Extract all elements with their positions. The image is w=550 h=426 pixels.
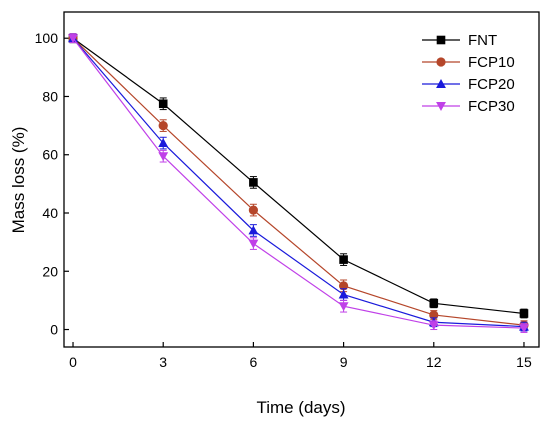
data-point: [428, 321, 439, 331]
y-tick-label: 80: [42, 88, 58, 104]
x-tick-label: 6: [250, 354, 258, 370]
data-point: [519, 324, 529, 334]
axes: 0 3 6 9 12 15 0 20 40 60 80 100: [35, 30, 532, 370]
legend-marker: [436, 35, 446, 45]
data-point: [519, 309, 529, 318]
legend-marker: [436, 102, 446, 111]
y-tick-label: 0: [50, 322, 58, 338]
data-point: [248, 205, 258, 215]
data-point: [158, 121, 168, 131]
legend-label: FCP10: [468, 54, 515, 71]
data-point: [158, 99, 168, 109]
series-line: [72, 37, 525, 315]
data-point: [158, 152, 169, 162]
series-line: [72, 37, 524, 328]
data-point: [339, 255, 348, 264]
legend-label: FNT: [468, 32, 497, 49]
series-fcp30: [68, 33, 529, 334]
data-point: [158, 138, 169, 148]
x-tick-label: 3: [159, 354, 167, 370]
legend-label: FCP20: [468, 76, 515, 93]
legend-item-fcp10: FCP10: [422, 54, 515, 71]
data-point: [338, 302, 349, 312]
y-tick-label: 20: [42, 263, 58, 279]
legend-label: FCP30: [468, 98, 515, 115]
data-point: [429, 310, 439, 320]
data-point: [248, 239, 259, 249]
data-point: [249, 178, 258, 187]
x-tick-label: 0: [69, 354, 77, 370]
y-axis-label: Mass loss (%): [9, 127, 28, 234]
series-line: [72, 37, 525, 326]
x-tick-label: 15: [516, 354, 532, 370]
legend: FNT FCP10 FCP20 FCP30: [422, 32, 515, 115]
series-layer: [68, 33, 529, 334]
legend-marker: [436, 79, 446, 88]
data-point: [68, 34, 78, 44]
legend-item-fcp30: FCP30: [422, 98, 515, 115]
legend-marker: [436, 57, 446, 67]
x-axis-label: Time (days): [256, 398, 345, 417]
legend-item-fnt: FNT: [422, 32, 497, 49]
x-tick-label: 12: [426, 354, 442, 370]
x-tick-label: 9: [340, 354, 348, 370]
plot-frame: [63, 11, 540, 348]
y-tick-label: 40: [42, 205, 58, 221]
data-point: [429, 299, 439, 308]
series-fcp20: [68, 33, 529, 332]
series-fcp10: [68, 33, 529, 331]
series-line: [72, 37, 524, 329]
data-point: [248, 225, 259, 235]
y-tick-label: 100: [35, 30, 59, 46]
legend-item-fcp20: FCP20: [422, 76, 515, 93]
y-tick-label: 60: [42, 147, 58, 163]
data-point: [338, 289, 349, 299]
data-point: [338, 281, 349, 291]
